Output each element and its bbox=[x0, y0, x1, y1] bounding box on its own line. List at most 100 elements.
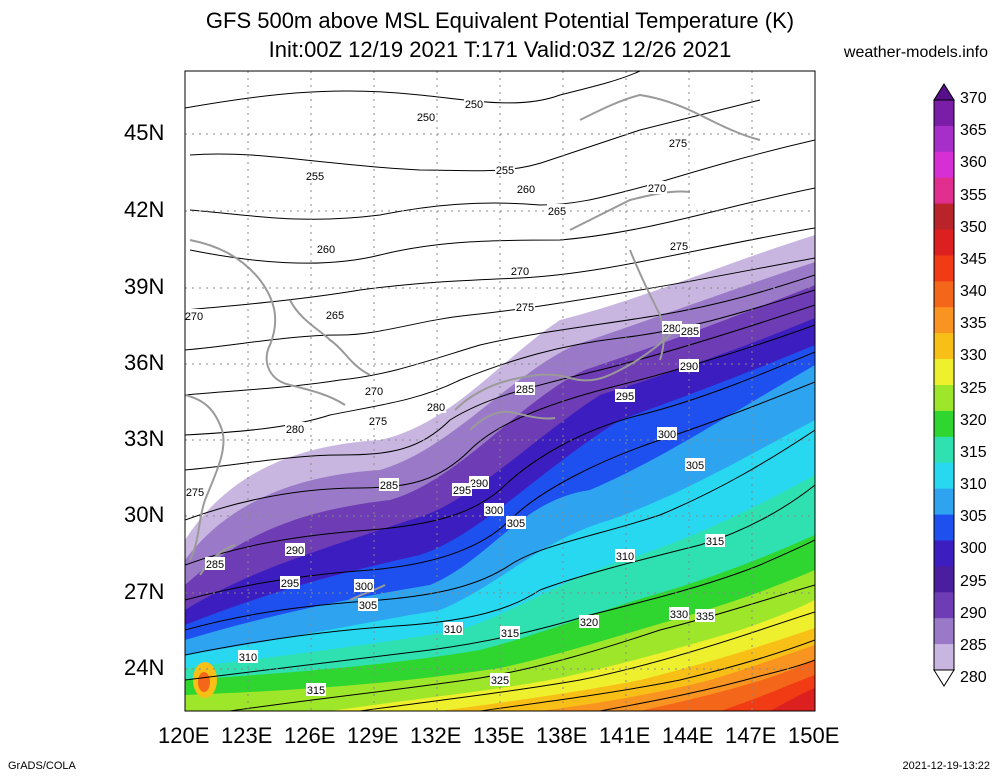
contour-label: 270 bbox=[364, 384, 384, 398]
contour-label: 310 bbox=[238, 650, 258, 664]
contour-label-bg bbox=[452, 483, 472, 496]
contour-label-bg bbox=[685, 458, 705, 471]
colorbar-label: 305 bbox=[960, 508, 987, 526]
contour-label-text: 300 bbox=[355, 581, 373, 593]
lon-label-144E: 144E bbox=[662, 723, 714, 748]
colorbar-label: 320 bbox=[960, 411, 987, 429]
colorbar-label: 285 bbox=[960, 636, 987, 654]
colorbar-bottom-arrow bbox=[933, 669, 955, 687]
lon-label-150E: 150E bbox=[788, 723, 840, 748]
contour-label-text: 265 bbox=[548, 206, 566, 218]
lat-label-36N: 36N bbox=[124, 350, 165, 375]
contour-label-bg bbox=[285, 543, 305, 556]
map-frame bbox=[184, 70, 816, 712]
map-field: 2502502552552602652602702752752702752652… bbox=[185, 71, 815, 711]
colorbar-swatch bbox=[934, 514, 954, 541]
contour-label-bg bbox=[416, 110, 436, 123]
lon-label-129E: 129E bbox=[347, 723, 399, 748]
contour-label: 285 bbox=[515, 382, 535, 396]
contour-label-bg bbox=[354, 579, 374, 592]
colorbar-label: 295 bbox=[960, 572, 987, 590]
lon-label-141E: 141E bbox=[599, 723, 651, 748]
contour-label-text: 305 bbox=[507, 518, 525, 530]
contour-label-bg bbox=[364, 384, 384, 397]
contour-label-bg bbox=[500, 626, 520, 639]
contour-label-bg bbox=[662, 321, 682, 334]
contour-label-text: 290 bbox=[680, 361, 698, 373]
contour-label-bg bbox=[510, 264, 530, 277]
contour-label: 335 bbox=[695, 609, 715, 623]
contour-label-text: 285 bbox=[681, 326, 699, 338]
contour-label-bg bbox=[506, 516, 526, 529]
colorbar-label: 330 bbox=[960, 347, 987, 365]
contour-label-text: 280 bbox=[286, 424, 304, 436]
colorbar bbox=[933, 83, 955, 687]
lat-label-24N: 24N bbox=[124, 655, 165, 680]
contour-label-text: 300 bbox=[658, 429, 676, 441]
colorbar-label: 350 bbox=[960, 218, 987, 236]
colorbar-label: 355 bbox=[960, 186, 987, 204]
contour-label-bg bbox=[484, 503, 504, 516]
lon-label-147E: 147E bbox=[725, 723, 777, 748]
colorbar-swatch bbox=[934, 125, 954, 153]
contour-label: 310 bbox=[615, 549, 635, 563]
contour-label-bg bbox=[669, 239, 689, 252]
contour-label: 300 bbox=[354, 579, 374, 593]
contour-label-bg bbox=[205, 557, 225, 570]
contour-label-bg bbox=[647, 181, 667, 194]
contour-label-bg bbox=[358, 598, 378, 611]
lat-label-39N: 39N bbox=[124, 274, 165, 299]
colorbar-swatch bbox=[934, 203, 954, 231]
contour-label: 305 bbox=[358, 598, 378, 612]
contour-label: 290 bbox=[679, 359, 699, 373]
contour-label: 255 bbox=[495, 163, 515, 177]
contour-label-text: 275 bbox=[670, 241, 688, 253]
contour-label: 300 bbox=[657, 427, 677, 441]
contour-label-bg bbox=[379, 478, 399, 491]
contour-label-bg bbox=[495, 163, 515, 176]
colorbar-swatch bbox=[934, 410, 954, 438]
contour-label-bg bbox=[547, 204, 567, 217]
contour-label-bg bbox=[306, 683, 326, 696]
colorbar-label: 360 bbox=[960, 154, 987, 172]
contour-label: 275 bbox=[669, 239, 689, 253]
colorbar-swatch bbox=[934, 618, 954, 645]
contour-label-text: 290 bbox=[470, 478, 488, 490]
contour-label-text: 275 bbox=[186, 487, 204, 499]
contour-label: 315 bbox=[500, 626, 520, 640]
contour-label-bg bbox=[305, 169, 325, 182]
credit-grads: GrADS/COLA bbox=[8, 760, 76, 772]
contour-label-bg bbox=[280, 576, 300, 589]
contour-label-bg bbox=[615, 549, 635, 562]
lon-label-135E: 135E bbox=[473, 723, 525, 748]
contour-label-bg bbox=[695, 609, 715, 622]
colorbar-swatch bbox=[934, 177, 954, 205]
contour-label: 285 bbox=[205, 557, 225, 571]
contour-label: 285 bbox=[680, 324, 700, 338]
contour-label-text: 315 bbox=[501, 628, 519, 640]
colorbar-swatch bbox=[934, 436, 954, 464]
contour-lines bbox=[185, 71, 815, 711]
contour-label-bg bbox=[490, 673, 510, 686]
contour-label-text: 260 bbox=[517, 184, 535, 196]
contour-label: 275 bbox=[185, 485, 205, 499]
contour-label-bg bbox=[464, 97, 484, 110]
contour-label: 275 bbox=[368, 414, 388, 428]
lat-label-42N: 42N bbox=[124, 197, 165, 222]
contour-label: 260 bbox=[316, 242, 336, 256]
contour-label-bg bbox=[185, 309, 204, 322]
contour-label-text: 330 bbox=[670, 609, 688, 621]
contour-label-text: 310 bbox=[239, 652, 257, 664]
contour-label: 270 bbox=[185, 309, 204, 323]
colorbar-label: 290 bbox=[960, 604, 987, 622]
contour-labels: 2502502552552602652602702752752702752652… bbox=[185, 97, 725, 697]
contour-label-text: 275 bbox=[369, 416, 387, 428]
contour-label-text: 305 bbox=[359, 600, 377, 612]
contour-label-text: 255 bbox=[306, 171, 324, 183]
contour-label-bg bbox=[579, 615, 599, 628]
contour-label: 265 bbox=[547, 204, 567, 218]
contour-label-bg bbox=[680, 324, 700, 337]
colorbar-label: 300 bbox=[960, 540, 987, 558]
contour-label: 310 bbox=[443, 622, 463, 636]
